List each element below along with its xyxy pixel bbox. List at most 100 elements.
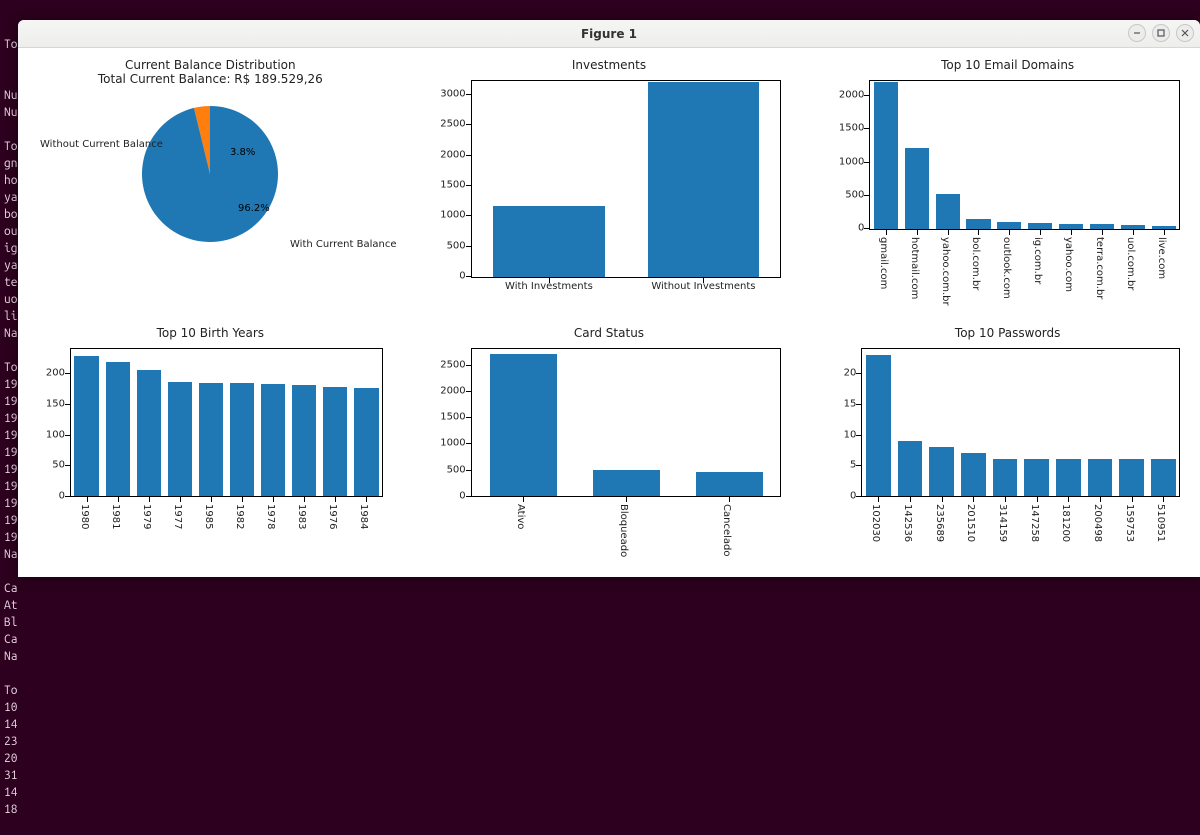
minimize-icon xyxy=(1132,28,1142,38)
ytick xyxy=(864,95,870,96)
ytick-label: 10 xyxy=(844,429,857,440)
ytick-label: 1000 xyxy=(839,156,864,167)
xtick xyxy=(335,496,336,502)
ytick-label: 50 xyxy=(52,460,65,471)
xtick xyxy=(180,496,181,502)
ytick-label: 3000 xyxy=(440,88,465,99)
ytick xyxy=(65,435,71,436)
bar xyxy=(230,383,254,496)
ytick-label: 15 xyxy=(844,399,857,410)
ytick-label: 2000 xyxy=(440,385,465,396)
panel-pie: Current Balance Distribution Total Curre… xyxy=(30,58,391,300)
xtick-label: 1977 xyxy=(172,504,183,529)
ytick-label: 5 xyxy=(850,460,856,471)
ytick xyxy=(466,246,472,247)
xtick xyxy=(917,229,918,235)
bar xyxy=(199,383,223,496)
ytick-label: 1000 xyxy=(440,210,465,221)
bar xyxy=(323,387,347,496)
bar xyxy=(993,459,1018,496)
ytick xyxy=(466,365,472,366)
bar xyxy=(966,219,990,228)
ytick-label: 1000 xyxy=(440,438,465,449)
maximize-button[interactable] xyxy=(1152,24,1170,42)
ytick xyxy=(864,228,870,229)
xtick-label: 147258 xyxy=(1029,504,1040,542)
email-title: Top 10 Email Domains xyxy=(941,58,1074,72)
xtick-label: 102030 xyxy=(870,504,881,542)
xtick-label: 1981 xyxy=(110,504,121,529)
xtick-label: 1979 xyxy=(141,504,152,529)
ytick-label: 2500 xyxy=(440,359,465,370)
ytick xyxy=(856,404,862,405)
xtick-label: 235689 xyxy=(934,504,945,542)
xtick-label: yahoo.com xyxy=(1063,237,1074,292)
xtick-label: hotmail.com xyxy=(909,237,920,299)
xtick xyxy=(87,496,88,502)
xtick-label: 1976 xyxy=(327,504,338,529)
xtick-label: live.com xyxy=(1156,237,1167,279)
ytick xyxy=(856,465,862,466)
figure-window: Figure 1 Current Balance Distribution To… xyxy=(18,20,1200,577)
close-icon xyxy=(1180,28,1190,38)
xtick xyxy=(523,496,524,502)
figure-body: Current Balance Distribution Total Curre… xyxy=(18,48,1200,577)
ytick xyxy=(864,128,870,129)
bar xyxy=(1024,459,1049,496)
panel-cardstatus: Card Status 05001000150020002500AtivoBlo… xyxy=(429,326,790,568)
email-plot: 0500100015002000gmail.comhotmail.comyaho… xyxy=(827,76,1188,299)
close-button[interactable] xyxy=(1176,24,1194,42)
ytick xyxy=(65,465,71,466)
xtick-label: Bloqueado xyxy=(618,504,629,557)
xtick xyxy=(1102,229,1103,235)
bar xyxy=(490,354,557,496)
ytick xyxy=(65,373,71,374)
ytick-label: 500 xyxy=(447,464,466,475)
bar xyxy=(696,472,763,496)
pie-pct-without: 3.8% xyxy=(230,147,255,158)
axes-box: 0510152010203014253623568920151031415914… xyxy=(861,348,1180,497)
xtick-label: 1984 xyxy=(358,504,369,529)
xtick-label: 159753 xyxy=(1124,504,1135,542)
investments-title: Investments xyxy=(572,58,646,72)
xtick xyxy=(1005,496,1006,502)
maximize-icon xyxy=(1156,28,1166,38)
bar xyxy=(961,453,986,496)
ytick xyxy=(864,162,870,163)
ytick xyxy=(466,94,472,95)
minimize-button[interactable] xyxy=(1128,24,1146,42)
ytick-label: 0 xyxy=(459,490,465,501)
bar xyxy=(354,388,378,496)
figure-grid: Current Balance Distribution Total Curre… xyxy=(30,58,1188,567)
panel-passwords: Top 10 Passwords 05101520102030142536235… xyxy=(827,326,1188,568)
ytick-label: 2000 xyxy=(839,89,864,100)
axes-box: 050010001500200025003000With Investments… xyxy=(471,80,782,277)
bar xyxy=(74,356,98,496)
ytick-label: 500 xyxy=(845,189,864,200)
bar xyxy=(648,82,759,277)
bar xyxy=(1088,459,1113,496)
xtick xyxy=(1100,496,1101,502)
xtick-label: 181200 xyxy=(1060,504,1071,542)
xtick xyxy=(948,229,949,235)
xtick-label: terra.com.br xyxy=(1094,237,1105,299)
bar xyxy=(1151,459,1176,496)
ytick-label: 2000 xyxy=(440,149,465,160)
ytick-label: 150 xyxy=(46,399,65,410)
xtick xyxy=(273,496,274,502)
panel-email: Top 10 Email Domains 0500100015002000gma… xyxy=(827,58,1188,300)
xtick-label: With Investments xyxy=(505,281,593,292)
xtick xyxy=(942,496,943,502)
xtick-label: 201510 xyxy=(965,504,976,542)
ytick xyxy=(856,435,862,436)
ytick-label: 1500 xyxy=(440,179,465,190)
ytick xyxy=(65,496,71,497)
ytick-label: 100 xyxy=(46,429,65,440)
ytick-label: 0 xyxy=(459,271,465,282)
ytick-label: 1500 xyxy=(839,123,864,134)
ytick-label: 0 xyxy=(850,490,856,501)
pie-title: Current Balance Distribution Total Curre… xyxy=(98,58,323,87)
bar xyxy=(874,82,898,229)
pie-plot: Without Current Balance3.8%96.2%With Cur… xyxy=(30,91,391,300)
ytick xyxy=(466,155,472,156)
